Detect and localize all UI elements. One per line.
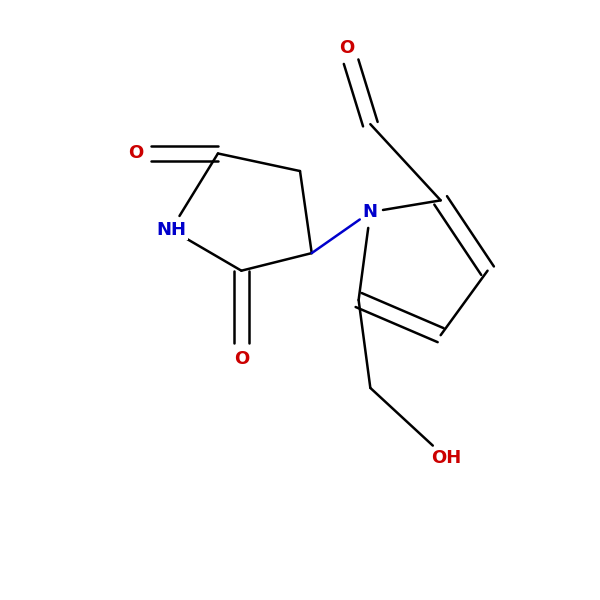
Text: OH: OH — [431, 449, 461, 467]
Text: O: O — [234, 350, 249, 368]
Text: O: O — [339, 39, 355, 57]
Text: O: O — [128, 145, 143, 163]
Text: NH: NH — [156, 221, 186, 239]
Text: N: N — [363, 203, 378, 221]
